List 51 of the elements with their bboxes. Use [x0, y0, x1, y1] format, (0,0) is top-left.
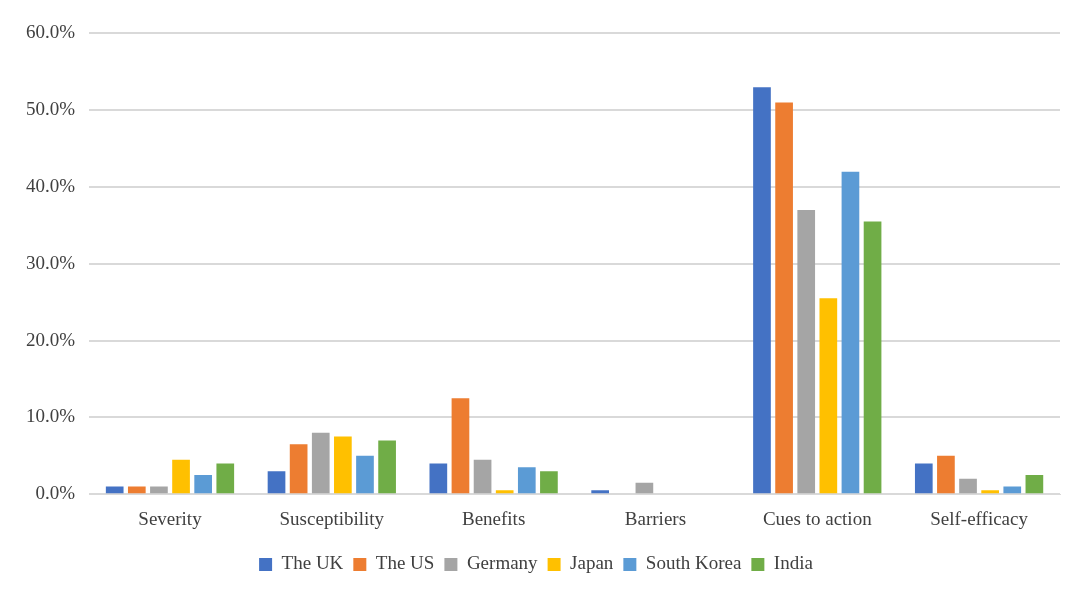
bar [311, 432, 330, 494]
bar [863, 221, 882, 494]
bar [517, 467, 536, 494]
bar [775, 102, 793, 494]
x-tick-label: Barriers [624, 507, 687, 529]
bar [267, 471, 286, 494]
bar [753, 87, 771, 494]
legend-label: India [773, 552, 814, 574]
bar [172, 459, 190, 494]
x-tick-label: Cues to action [762, 507, 873, 529]
bar [1003, 486, 1022, 494]
x-tick-label: Severity [138, 507, 203, 529]
bar [591, 490, 610, 494]
bar [981, 490, 999, 494]
y-tick-label: 30.0% [26, 251, 76, 273]
bar [473, 459, 492, 494]
bar [429, 463, 448, 494]
bar [819, 298, 838, 494]
bar [356, 455, 374, 494]
y-tick-label: 50.0% [26, 98, 76, 120]
bar [127, 486, 146, 494]
bar [841, 171, 860, 494]
y-tick-label: 60.0% [26, 21, 76, 43]
bar [959, 478, 977, 494]
bar [540, 471, 558, 494]
legend-label: The US [375, 552, 435, 574]
legend-label: Japan [570, 552, 614, 574]
y-tick-label: 0.0% [35, 482, 76, 504]
bar [635, 482, 654, 494]
legend-label: Germany [466, 552, 539, 574]
y-tick-label: 10.0% [26, 405, 76, 427]
y-tick-label: 20.0% [26, 328, 76, 350]
bar [289, 444, 308, 494]
x-tick-label: Self-efficacy [930, 507, 1029, 529]
x-tick-label: Benefits [461, 507, 526, 529]
bar [797, 210, 816, 494]
bar [937, 455, 955, 494]
bar [914, 463, 933, 494]
bar [451, 398, 470, 494]
bar [378, 440, 396, 494]
x-tick-label: Susceptibility [279, 507, 385, 529]
bar [194, 475, 213, 494]
legend-label: The UK [281, 552, 344, 574]
bar [334, 436, 352, 494]
bar [105, 486, 124, 494]
bar [216, 463, 235, 494]
bar [1025, 475, 1044, 494]
bar [495, 490, 514, 494]
y-tick-label: 40.0% [26, 174, 76, 196]
legend-label: South Korea [645, 552, 742, 574]
bar [150, 486, 168, 494]
